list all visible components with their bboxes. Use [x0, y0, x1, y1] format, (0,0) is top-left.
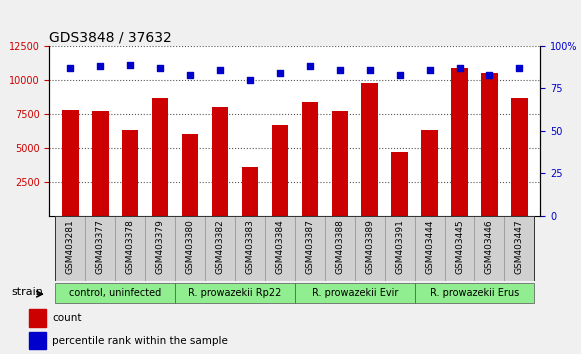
Bar [421, 130, 438, 216]
Point [125, 62, 135, 68]
Text: percentile rank within the sample: percentile rank within the sample [52, 336, 228, 346]
Bar [451, 68, 468, 216]
FancyBboxPatch shape [444, 216, 475, 281]
Bar [152, 98, 168, 216]
Text: GSM403281: GSM403281 [66, 219, 75, 274]
Point [66, 65, 75, 71]
Point [245, 77, 254, 83]
Text: GSM403447: GSM403447 [515, 219, 524, 274]
Bar [92, 110, 109, 216]
Text: GSM403379: GSM403379 [156, 219, 164, 274]
Text: R. prowazekii Rp22: R. prowazekii Rp22 [188, 288, 282, 298]
Bar [511, 98, 528, 216]
Text: GSM403391: GSM403391 [395, 219, 404, 274]
FancyBboxPatch shape [355, 216, 385, 281]
Text: GSM403383: GSM403383 [245, 219, 254, 274]
Point [395, 72, 404, 78]
FancyBboxPatch shape [295, 216, 325, 281]
Bar [29, 332, 46, 349]
Point [515, 65, 524, 71]
Bar [302, 102, 318, 216]
Point [485, 72, 494, 78]
Text: GSM403445: GSM403445 [455, 219, 464, 274]
Point [365, 67, 374, 73]
FancyBboxPatch shape [55, 282, 175, 303]
Text: GSM403380: GSM403380 [185, 219, 195, 274]
FancyBboxPatch shape [504, 216, 535, 281]
Text: GSM403382: GSM403382 [216, 219, 224, 274]
FancyBboxPatch shape [175, 216, 205, 281]
Bar [361, 84, 378, 216]
FancyBboxPatch shape [385, 216, 415, 281]
FancyBboxPatch shape [475, 216, 504, 281]
Text: GSM403388: GSM403388 [335, 219, 345, 274]
Text: control, uninfected: control, uninfected [69, 288, 162, 298]
Text: count: count [52, 313, 82, 323]
FancyBboxPatch shape [295, 282, 415, 303]
Point [96, 64, 105, 69]
Bar [29, 309, 46, 327]
Point [455, 65, 464, 71]
Text: GDS3848 / 37632: GDS3848 / 37632 [49, 31, 172, 45]
FancyBboxPatch shape [145, 216, 175, 281]
FancyBboxPatch shape [85, 216, 115, 281]
Point [335, 67, 345, 73]
Bar [272, 125, 288, 216]
FancyBboxPatch shape [265, 216, 295, 281]
Bar [392, 152, 408, 216]
Bar [122, 130, 138, 216]
Bar [332, 110, 348, 216]
FancyBboxPatch shape [55, 216, 85, 281]
FancyBboxPatch shape [115, 216, 145, 281]
Text: GSM403377: GSM403377 [96, 219, 105, 274]
Bar [182, 134, 198, 216]
Bar [62, 110, 78, 216]
Point [216, 67, 225, 73]
FancyBboxPatch shape [175, 282, 295, 303]
Text: R. prowazekii Erus: R. prowazekii Erus [430, 288, 519, 298]
Text: GSM403389: GSM403389 [365, 219, 374, 274]
Text: GSM403378: GSM403378 [125, 219, 135, 274]
Point [185, 72, 195, 78]
Text: GSM403444: GSM403444 [425, 219, 434, 274]
Bar [212, 107, 228, 216]
Bar [242, 167, 258, 216]
Text: strain: strain [11, 287, 43, 297]
Text: GSM403387: GSM403387 [306, 219, 314, 274]
Text: GSM403384: GSM403384 [275, 219, 284, 274]
Text: GSM403446: GSM403446 [485, 219, 494, 274]
Point [305, 64, 314, 69]
Text: R. prowazekii Evir: R. prowazekii Evir [311, 288, 398, 298]
Point [425, 67, 434, 73]
Bar [481, 73, 498, 216]
FancyBboxPatch shape [415, 282, 535, 303]
Point [156, 65, 165, 71]
FancyBboxPatch shape [325, 216, 355, 281]
FancyBboxPatch shape [235, 216, 265, 281]
Point [275, 70, 285, 76]
FancyBboxPatch shape [205, 216, 235, 281]
FancyBboxPatch shape [415, 216, 444, 281]
